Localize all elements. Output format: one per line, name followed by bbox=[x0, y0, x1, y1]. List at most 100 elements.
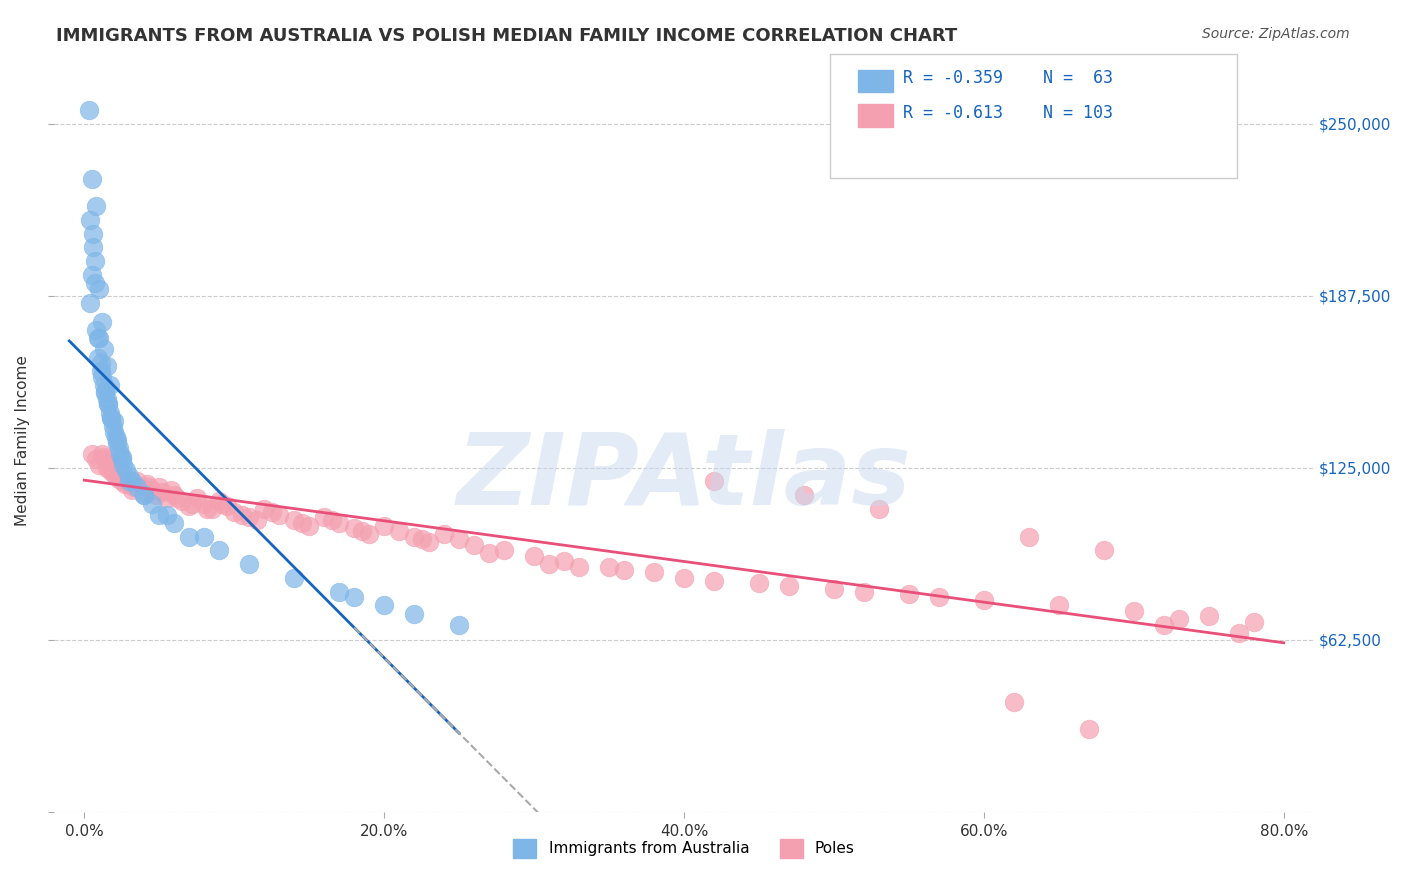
Point bbox=[823, 582, 845, 596]
Point bbox=[494, 543, 516, 558]
Y-axis label: Median Family Income: Median Family Income bbox=[15, 355, 30, 525]
Point bbox=[897, 587, 920, 601]
Point bbox=[112, 469, 135, 483]
Point bbox=[373, 518, 395, 533]
Point bbox=[179, 530, 201, 544]
Point bbox=[1167, 612, 1189, 626]
Point bbox=[111, 450, 134, 464]
Point bbox=[201, 502, 224, 516]
Point bbox=[613, 563, 636, 577]
Point bbox=[90, 356, 112, 370]
Point bbox=[433, 526, 456, 541]
Point bbox=[121, 475, 143, 489]
Point bbox=[121, 483, 143, 497]
Point bbox=[350, 524, 373, 538]
Point bbox=[246, 513, 269, 527]
Point bbox=[125, 480, 148, 494]
Point bbox=[111, 452, 134, 467]
Point bbox=[115, 472, 138, 486]
Point bbox=[973, 592, 995, 607]
Point bbox=[793, 488, 815, 502]
Point bbox=[82, 227, 104, 241]
Point bbox=[100, 458, 122, 472]
Point bbox=[93, 378, 115, 392]
Point bbox=[163, 516, 186, 530]
Point bbox=[283, 571, 305, 585]
Point bbox=[91, 447, 114, 461]
Point bbox=[269, 508, 291, 522]
Text: IMMIGRANTS FROM AUSTRALIA VS POLISH MEDIAN FAMILY INCOME CORRELATION CHART: IMMIGRANTS FROM AUSTRALIA VS POLISH MEDI… bbox=[56, 27, 957, 45]
Point bbox=[93, 450, 115, 464]
Point bbox=[90, 364, 112, 378]
Point bbox=[181, 496, 204, 510]
Point bbox=[1077, 723, 1099, 737]
Point bbox=[118, 477, 141, 491]
Point bbox=[166, 491, 188, 505]
Point bbox=[94, 384, 117, 398]
Point bbox=[103, 460, 125, 475]
Point bbox=[134, 488, 156, 502]
Point bbox=[111, 475, 134, 489]
Point bbox=[105, 433, 128, 447]
Point bbox=[136, 477, 159, 491]
Point bbox=[195, 502, 218, 516]
Point bbox=[193, 496, 215, 510]
Point bbox=[1047, 599, 1070, 613]
Point bbox=[80, 171, 103, 186]
Point bbox=[215, 500, 238, 514]
Point bbox=[231, 508, 253, 522]
Point bbox=[122, 480, 145, 494]
Point bbox=[238, 510, 260, 524]
Point bbox=[778, 579, 800, 593]
Point bbox=[96, 460, 118, 475]
Point bbox=[105, 436, 128, 450]
Point bbox=[1018, 530, 1040, 544]
Point bbox=[114, 477, 136, 491]
Point bbox=[208, 493, 231, 508]
Point bbox=[110, 467, 132, 481]
Point bbox=[134, 485, 156, 500]
Point bbox=[150, 485, 173, 500]
Point bbox=[643, 566, 665, 580]
Point bbox=[94, 452, 117, 467]
Point bbox=[1122, 604, 1144, 618]
Point bbox=[298, 518, 321, 533]
Legend: Immigrants from Australia, Poles: Immigrants from Australia, Poles bbox=[508, 833, 860, 863]
Point bbox=[101, 467, 124, 481]
Point bbox=[141, 496, 163, 510]
Point bbox=[83, 254, 105, 268]
Point bbox=[89, 331, 111, 345]
Point bbox=[129, 480, 152, 494]
Point bbox=[98, 406, 121, 420]
Point bbox=[91, 369, 114, 384]
Point bbox=[328, 516, 350, 530]
Point bbox=[748, 576, 770, 591]
Point bbox=[186, 491, 208, 505]
Point bbox=[148, 480, 170, 494]
Point bbox=[404, 530, 426, 544]
Point bbox=[134, 488, 156, 502]
Point bbox=[478, 546, 501, 560]
Point bbox=[83, 277, 105, 291]
Point bbox=[411, 533, 433, 547]
Point bbox=[96, 392, 118, 406]
Point bbox=[404, 607, 426, 621]
Point bbox=[94, 386, 117, 401]
Point bbox=[84, 452, 107, 467]
Point bbox=[291, 516, 314, 530]
Point bbox=[449, 533, 471, 547]
Point bbox=[463, 538, 485, 552]
Point bbox=[80, 447, 103, 461]
Point bbox=[321, 513, 343, 527]
Point bbox=[224, 505, 246, 519]
Point bbox=[89, 282, 111, 296]
Point bbox=[314, 510, 336, 524]
Point bbox=[163, 488, 186, 502]
Point bbox=[1153, 617, 1175, 632]
Point bbox=[928, 590, 950, 604]
Point bbox=[79, 295, 101, 310]
Point bbox=[148, 508, 170, 522]
Point bbox=[101, 419, 124, 434]
Point bbox=[211, 496, 233, 510]
Point bbox=[89, 458, 111, 472]
